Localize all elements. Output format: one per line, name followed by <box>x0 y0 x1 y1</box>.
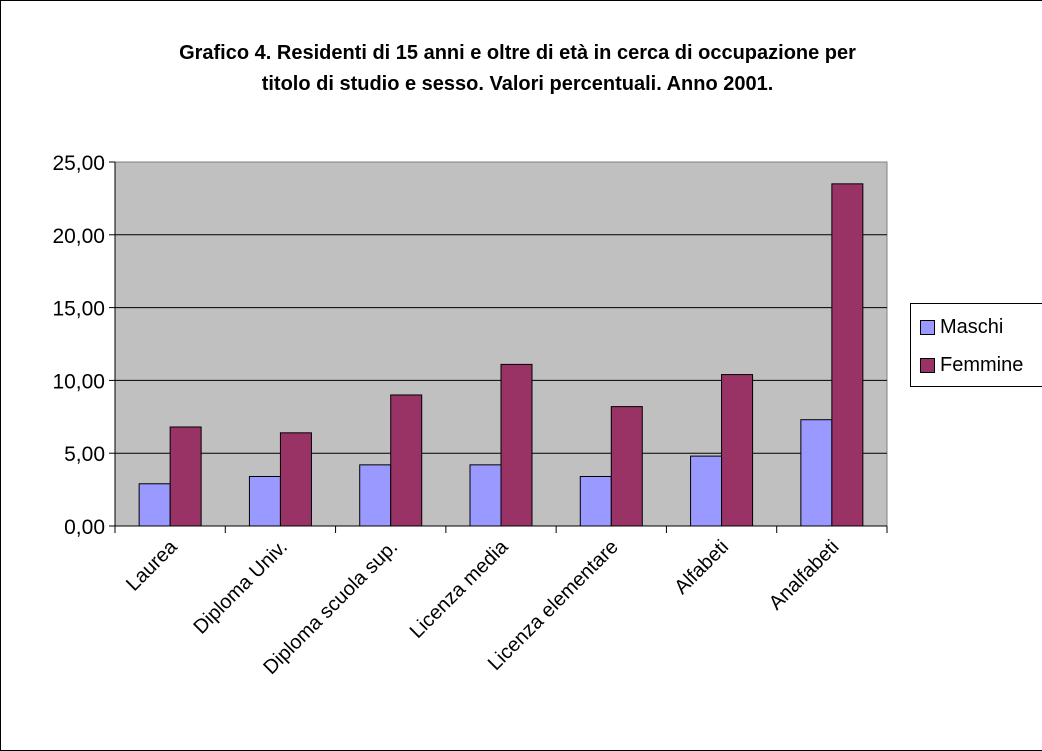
legend-item-maschi: Maschi <box>920 315 1003 339</box>
bar-femmine <box>500 363 533 527</box>
x-category-label: Diploma Univ. <box>189 536 292 639</box>
y-axis-tick-labels: 0,00 5,00 10,00 15,00 20,00 25,00 <box>52 152 115 539</box>
legend-label-femmine: Femmine <box>940 353 1024 376</box>
x-axis-category-labels: Laurea Diploma Univ.Diploma scuola sup. Li… <box>114 526 888 679</box>
y-tick-label: 15,00 <box>52 298 105 321</box>
chart-title-line-2: titolo di studio e sesso. Valori percent… <box>261 73 774 95</box>
y-tick-label: 25,00 <box>52 152 105 175</box>
y-tick-label: 0,00 <box>64 516 105 539</box>
legend: Maschi Femmine <box>910 303 1042 387</box>
legend-swatch-femmine <box>920 357 935 373</box>
bar-maschi <box>359 464 392 527</box>
bar-femmine <box>169 426 202 527</box>
legend-label-maschi: Maschi <box>940 315 1004 338</box>
y-tick-label: 10,00 <box>52 370 105 393</box>
y-tick-label: 5,00 <box>64 443 105 466</box>
axes <box>114 162 887 527</box>
bar-maschi <box>138 483 171 527</box>
chart-title: Grafico 4. Residenti di 15 anni e oltre … <box>100 38 935 100</box>
x-category-label: Alfabeti <box>670 536 733 599</box>
y-tick-label: 20,00 <box>52 225 105 248</box>
bar-maschi <box>579 475 612 527</box>
legend-swatch-maschi <box>920 319 935 335</box>
x-category-label: Laurea <box>122 535 182 595</box>
bar-femmine <box>390 394 423 527</box>
x-category-label: Licenza media <box>406 535 513 642</box>
bar-femmine <box>721 374 754 527</box>
bar-femmine <box>610 406 643 527</box>
bar-femmine <box>831 183 864 527</box>
chart-title-line-1: Grafico 4. Residenti di 15 anni e oltre … <box>179 42 856 64</box>
bars <box>138 183 864 527</box>
bar-femmine <box>279 432 312 527</box>
bar-maschi <box>690 455 723 527</box>
bar-maschi <box>469 464 502 527</box>
bar-maschi <box>800 419 833 527</box>
legend-item-femmine: Femmine <box>920 353 1023 377</box>
bar-maschi <box>248 475 281 527</box>
x-category-label: Analfabeti <box>765 536 843 614</box>
